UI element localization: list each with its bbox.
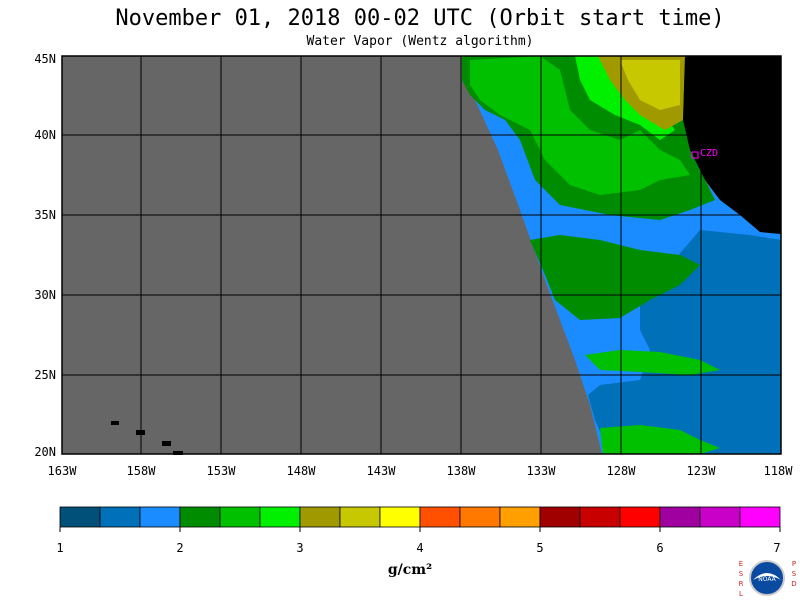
island-maui [162,441,171,446]
noaa-logo-bird [753,573,781,580]
colorbar-tick-label: 5 [536,541,543,555]
station-label: CZD [700,148,718,159]
logo-letter: D [791,580,796,588]
colorbar-segment [699,506,741,528]
lon-label: 133W [527,464,557,478]
lat-label: 35N [34,208,56,222]
colorbar-segment [339,506,381,528]
lat-label: 40N [34,128,56,142]
logo-letter: E [739,560,743,568]
logo-letter: R [739,580,744,588]
noaa-logo-text: NOAA [758,576,776,583]
swath-bright-green [470,56,690,195]
colorbar-segment [179,506,221,528]
logo-letter: S [739,570,744,578]
swath-green-bottom [600,425,720,454]
colorbar-segment [59,506,101,528]
lon-label: 138W [447,464,477,478]
colorbar-ticks: 1 2 3 4 5 6 7 [56,527,781,555]
colorbar-segment [219,506,261,528]
logo-letter: L [739,590,743,598]
colorbar-tick-label: 3 [296,541,303,555]
colorbar-segment [139,506,181,528]
colorbar [59,506,781,528]
land-mass [683,56,781,234]
map-subtitle: Water Vapor (Wentz algorithm) [306,34,534,49]
colorbar-segment [579,506,621,528]
colorbar-segment [459,506,501,528]
map-title: November 01, 2018 00-02 UTC (Orbit start… [115,6,725,31]
colorbar-segment [499,506,541,528]
colorbar-segment [99,506,141,528]
swath-yellow [620,60,680,110]
swath-green-south [585,350,720,375]
lat-label: 45N [34,52,56,66]
colorbar-segment [739,506,781,528]
colorbar-segment [659,506,701,528]
swath-green-middle [530,235,700,320]
lon-label: 148W [287,464,317,478]
island-kauai [111,421,119,425]
lon-label: 158W [127,464,157,478]
colorbar-segment [299,506,341,528]
colorbar-units: g/cm² [387,562,433,578]
colorbar-segment [619,506,661,528]
map-area: CZD [61,55,782,455]
colorbar-tick-label: 2 [176,541,183,555]
lat-label: 20N [34,445,56,459]
colorbar-tick-label: 1 [56,541,63,555]
lat-labels: 45N 40N 35N 30N 25N 20N [34,52,56,459]
colorbar-segment [419,506,461,528]
lon-label: 128W [607,464,637,478]
colorbar-segment [259,506,301,528]
grid-lines [62,56,781,454]
lat-label: 30N [34,288,56,302]
logo-letter: S [792,570,797,578]
noaa-logo-circle [749,560,785,596]
lon-label: 118W [764,464,794,478]
logo-letter: P [792,560,796,568]
swath-dark-blue [588,230,781,454]
psd-letters: PSD [791,560,796,588]
lon-label: 153W [207,464,237,478]
colorbar-tick-label: 4 [416,541,423,555]
lat-label: 25N [34,368,56,382]
colorbar-segment [379,506,421,528]
colorbar-tick-label: 6 [656,541,663,555]
lon-label: 123W [687,464,717,478]
colorbar-segment [539,506,581,528]
colorbar-tick-label: 7 [773,541,780,555]
lon-label: 163W [48,464,78,478]
station-marker [691,151,699,159]
map-frame [61,55,782,455]
lon-labels: 163W 158W 153W 148W 143W 138W 133W 128W … [48,464,794,478]
island-hawaii [173,451,183,455]
lon-label: 143W [367,464,397,478]
